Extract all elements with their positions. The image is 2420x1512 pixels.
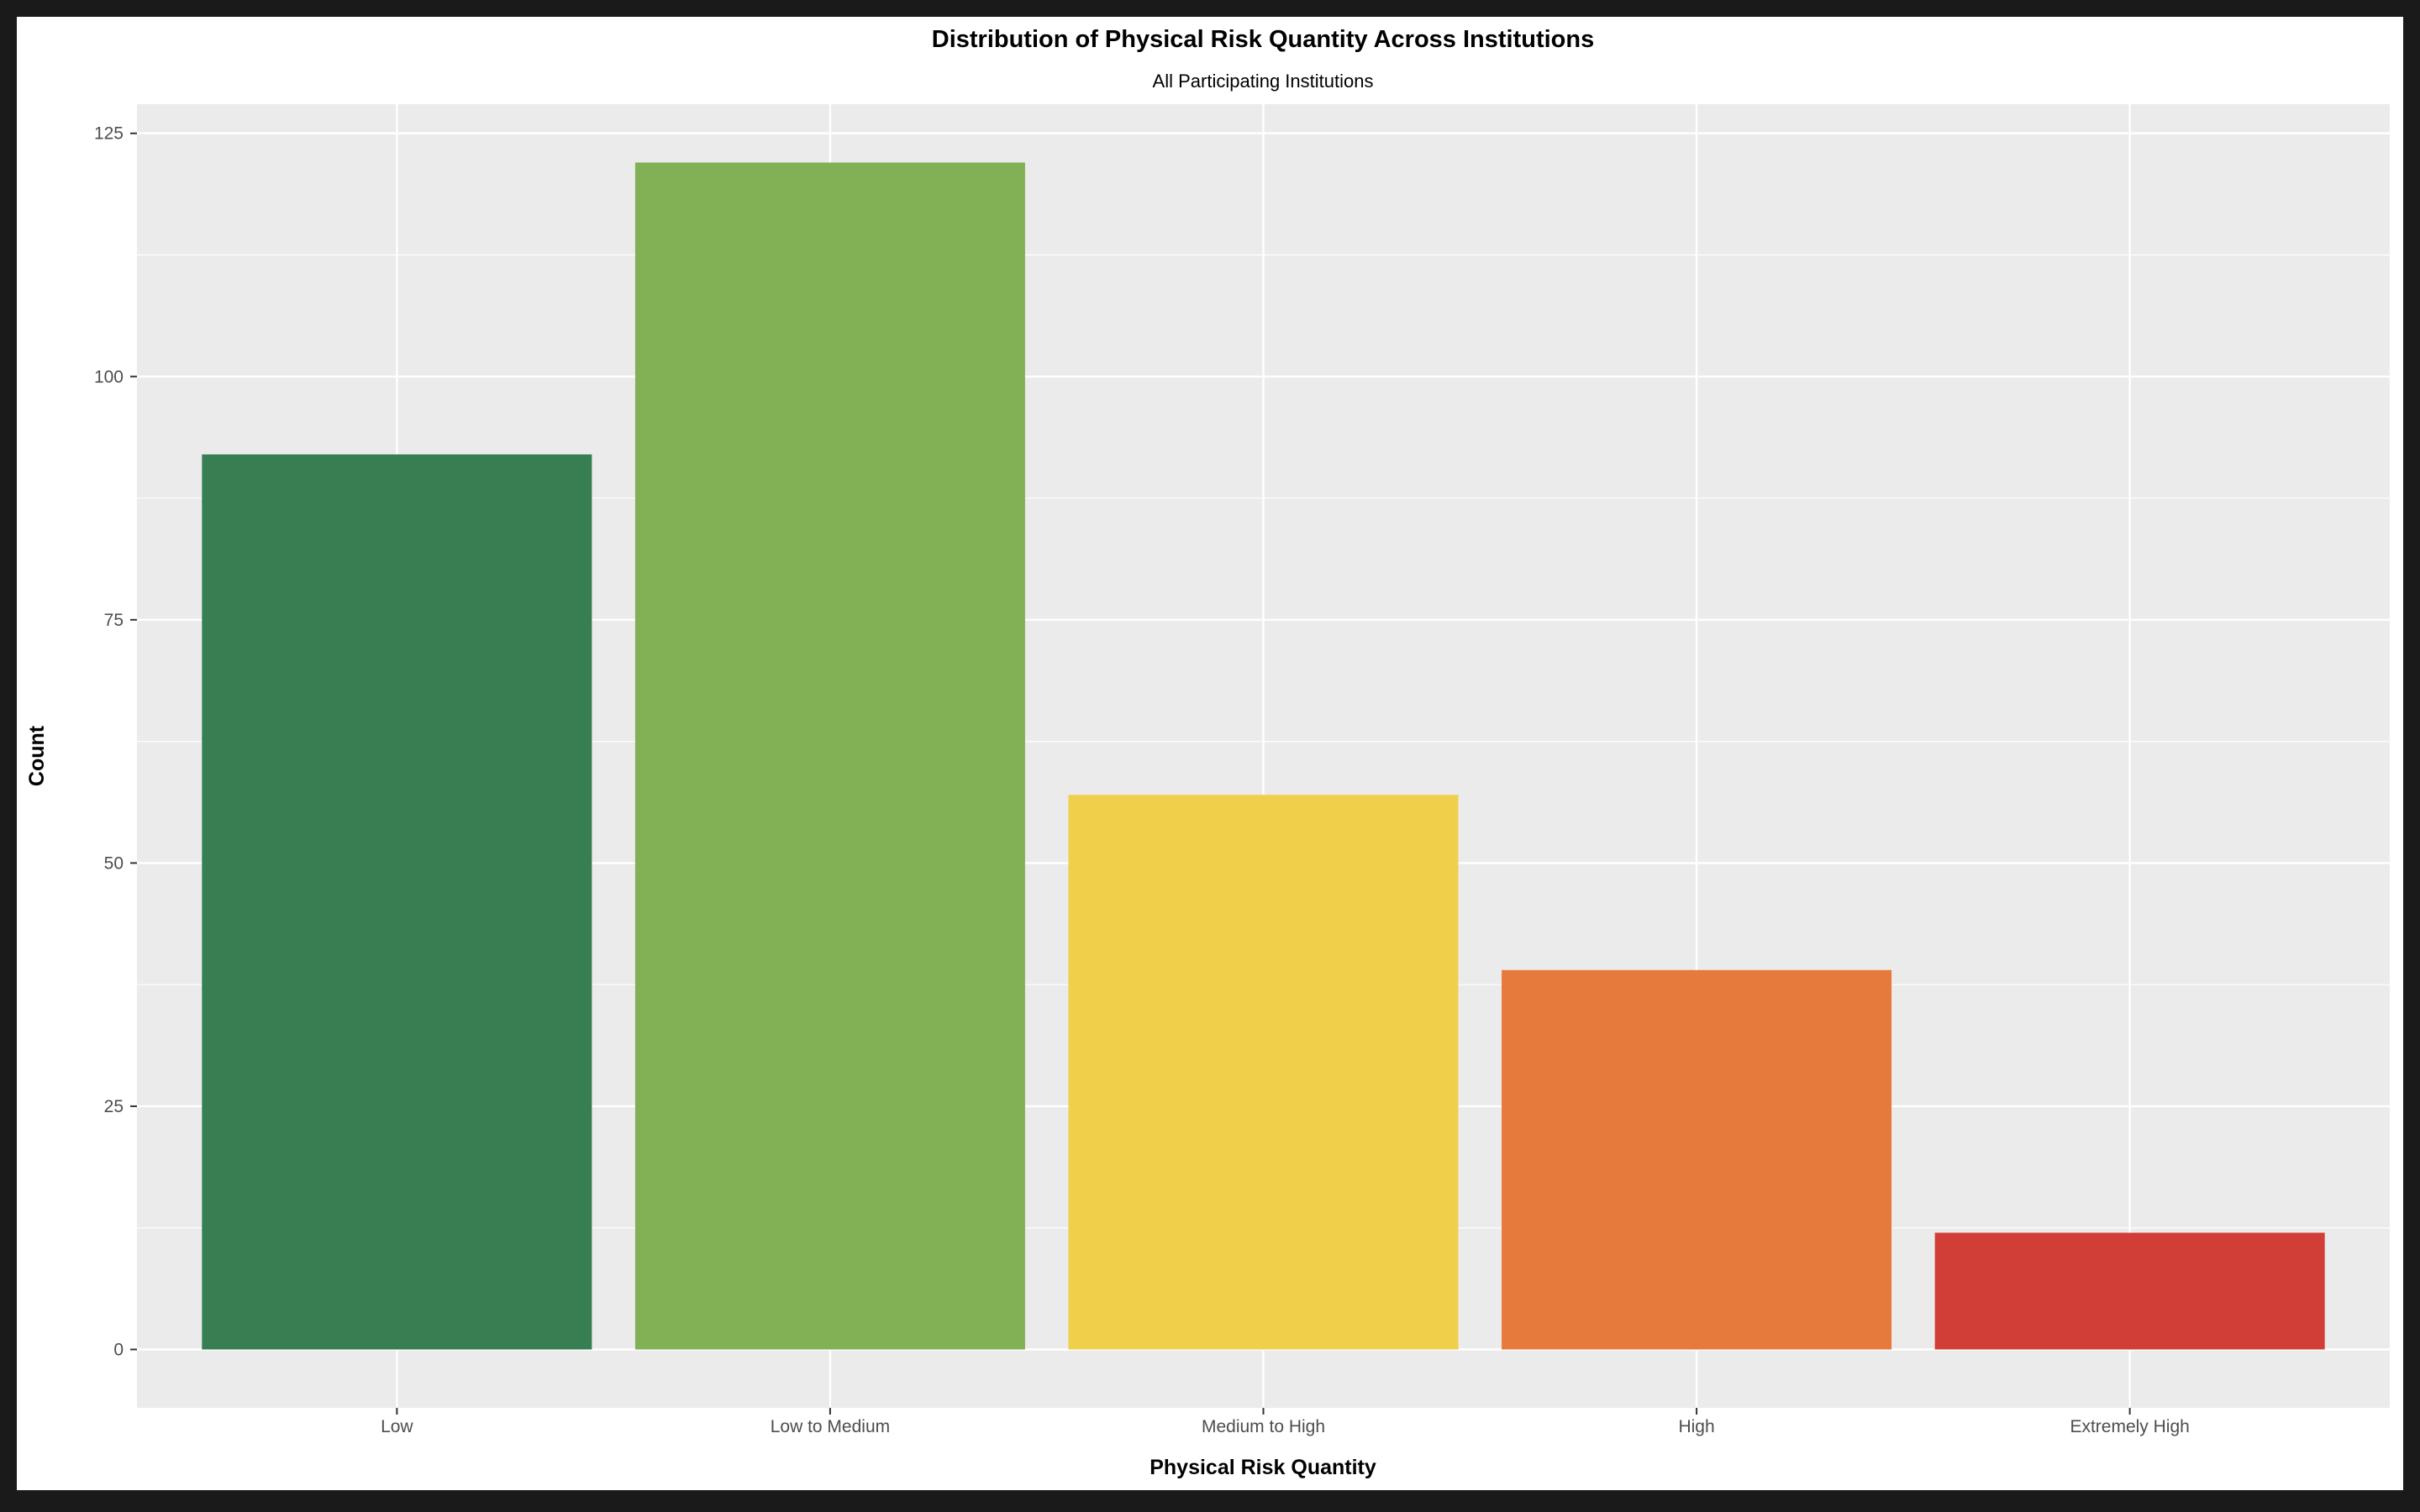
x-axis-title: Physical Risk Quantity — [1150, 1456, 1376, 1479]
y-tick-label: 125 — [94, 124, 124, 144]
y-tick-label: 25 — [104, 1097, 124, 1116]
bars — [202, 162, 2325, 1350]
y-tick-label: 0 — [113, 1341, 124, 1360]
x-tick-label: Extremely High — [2070, 1417, 2189, 1436]
x-tick-label: High — [1678, 1417, 1714, 1436]
y-axis-title: Count — [25, 725, 49, 786]
y-tick-label: 75 — [104, 611, 124, 630]
x-tick-label: Medium to High — [1202, 1417, 1325, 1436]
chart-title: Distribution of Physical Risk Quantity A… — [932, 26, 1594, 53]
bar-high — [1502, 969, 1892, 1350]
x-axis: Low Low to Medium Medium to High High Extrem… — [381, 1408, 2190, 1436]
x-tick-label: Low to Medium — [771, 1417, 890, 1436]
bar-low — [202, 454, 592, 1350]
y-tick-label: 100 — [94, 367, 124, 386]
bar-medium-to-high — [1068, 795, 1459, 1350]
y-tick-label: 50 — [104, 853, 124, 873]
x-tick-label: Low — [381, 1417, 413, 1436]
y-axis: 0 25 50 75 100 125 — [94, 124, 137, 1360]
bar-low-to-medium — [634, 162, 1025, 1350]
chart-subtitle: All Participating Institutions — [1153, 71, 1374, 92]
bar-extremely-high — [1934, 1232, 2325, 1350]
